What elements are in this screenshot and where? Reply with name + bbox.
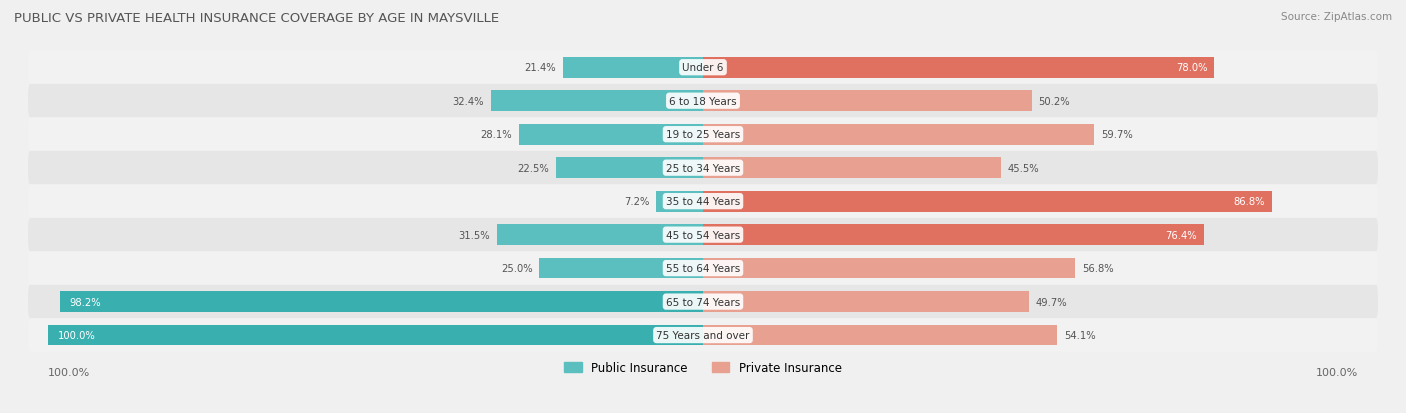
Bar xyxy=(496,225,703,245)
Text: 56.8%: 56.8% xyxy=(1081,263,1114,273)
FancyBboxPatch shape xyxy=(28,185,1378,218)
Bar xyxy=(538,258,703,279)
Text: 100.0%: 100.0% xyxy=(58,330,96,340)
FancyBboxPatch shape xyxy=(28,118,1378,152)
Bar xyxy=(703,124,1094,145)
FancyBboxPatch shape xyxy=(28,318,1378,352)
Text: 100.0%: 100.0% xyxy=(1316,367,1358,377)
Bar xyxy=(491,91,703,112)
Bar xyxy=(519,124,703,145)
FancyBboxPatch shape xyxy=(28,218,1378,252)
Text: 50.2%: 50.2% xyxy=(1039,97,1070,107)
Text: Under 6: Under 6 xyxy=(682,63,724,73)
Text: 54.1%: 54.1% xyxy=(1064,330,1095,340)
Text: 6 to 18 Years: 6 to 18 Years xyxy=(669,97,737,107)
Text: 32.4%: 32.4% xyxy=(453,97,484,107)
Text: 45.5%: 45.5% xyxy=(1008,163,1039,173)
Text: 49.7%: 49.7% xyxy=(1035,297,1067,307)
Bar xyxy=(703,58,1215,78)
Text: 19 to 25 Years: 19 to 25 Years xyxy=(666,130,740,140)
Text: 25 to 34 Years: 25 to 34 Years xyxy=(666,163,740,173)
Bar xyxy=(48,325,703,346)
FancyBboxPatch shape xyxy=(28,85,1378,118)
Text: 45 to 54 Years: 45 to 54 Years xyxy=(666,230,740,240)
Text: 22.5%: 22.5% xyxy=(517,163,548,173)
Text: 25.0%: 25.0% xyxy=(501,263,533,273)
Bar xyxy=(703,325,1057,346)
Text: 59.7%: 59.7% xyxy=(1101,130,1132,140)
Bar xyxy=(703,158,1001,178)
Text: PUBLIC VS PRIVATE HEALTH INSURANCE COVERAGE BY AGE IN MAYSVILLE: PUBLIC VS PRIVATE HEALTH INSURANCE COVER… xyxy=(14,12,499,25)
Bar xyxy=(703,292,1029,312)
Text: 55 to 64 Years: 55 to 64 Years xyxy=(666,263,740,273)
Text: 21.4%: 21.4% xyxy=(524,63,557,73)
Bar xyxy=(555,158,703,178)
Bar xyxy=(655,191,703,212)
FancyBboxPatch shape xyxy=(28,152,1378,185)
Bar xyxy=(59,292,703,312)
Text: Source: ZipAtlas.com: Source: ZipAtlas.com xyxy=(1281,12,1392,22)
Text: 65 to 74 Years: 65 to 74 Years xyxy=(666,297,740,307)
Bar xyxy=(703,191,1272,212)
FancyBboxPatch shape xyxy=(28,252,1378,285)
Text: 98.2%: 98.2% xyxy=(69,297,101,307)
Text: 100.0%: 100.0% xyxy=(48,367,90,377)
FancyBboxPatch shape xyxy=(28,51,1378,85)
Text: 35 to 44 Years: 35 to 44 Years xyxy=(666,197,740,206)
FancyBboxPatch shape xyxy=(28,285,1378,318)
Bar xyxy=(703,91,1032,112)
Text: 31.5%: 31.5% xyxy=(458,230,491,240)
Text: 7.2%: 7.2% xyxy=(624,197,650,206)
Text: 86.8%: 86.8% xyxy=(1233,197,1265,206)
Bar xyxy=(703,225,1204,245)
Text: 75 Years and over: 75 Years and over xyxy=(657,330,749,340)
Text: 76.4%: 76.4% xyxy=(1166,230,1197,240)
Text: 78.0%: 78.0% xyxy=(1175,63,1208,73)
Text: 28.1%: 28.1% xyxy=(481,130,512,140)
Bar xyxy=(562,58,703,78)
Bar xyxy=(703,258,1076,279)
Legend: Public Insurance, Private Insurance: Public Insurance, Private Insurance xyxy=(564,361,842,374)
